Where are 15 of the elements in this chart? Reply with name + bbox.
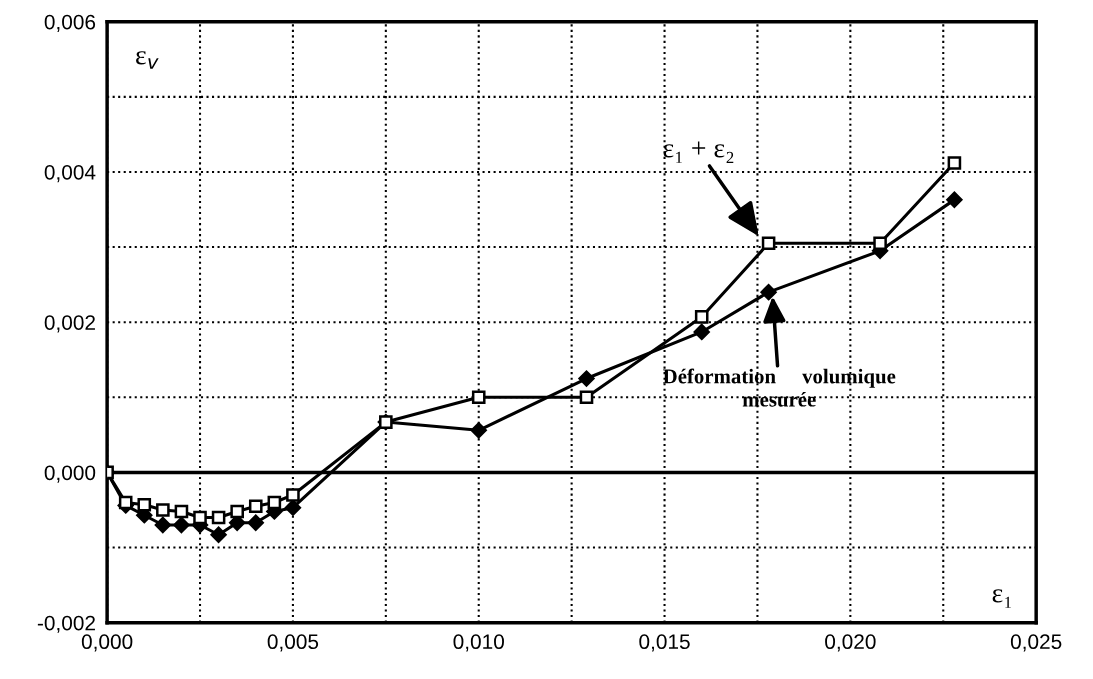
x-tick-label: 0,020 <box>825 634 876 652</box>
x-axis-title: ε₁ <box>992 589 1012 608</box>
y-tick-label: -0,002 <box>37 615 95 633</box>
y-tick-label: 0,004 <box>44 164 96 183</box>
y-tick-label: 0,002 <box>44 315 95 333</box>
annotation: Déformation volumique mesurée <box>663 368 896 407</box>
x-tick-label: 0,005 <box>267 634 319 652</box>
x-tick-label: 0,015 <box>639 634 690 652</box>
annotation: ε₁ + ε₂ <box>663 141 734 163</box>
x-tick-label: 0,025 <box>1010 634 1062 652</box>
y-tick-label: 0,000 <box>44 465 96 483</box>
y-tick-label: 0,006 <box>44 14 96 32</box>
x-tick-label: 0,010 <box>453 634 504 652</box>
x-tick-label: 0,000 <box>81 634 133 652</box>
y-axis-title: ε$_{v}$ <box>136 51 159 69</box>
